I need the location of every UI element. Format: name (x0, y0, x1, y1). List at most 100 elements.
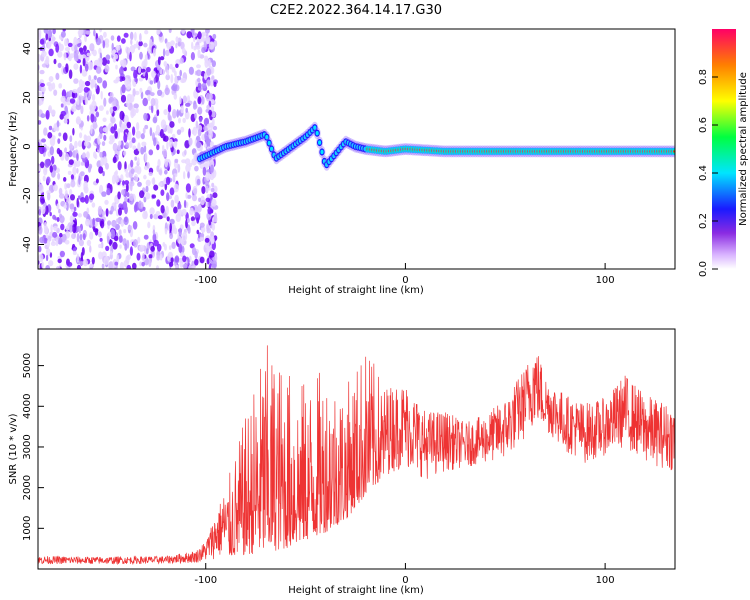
noise-blob (84, 140, 89, 147)
noise-blob (208, 130, 213, 140)
noise-blob (74, 44, 78, 52)
noise-blob (82, 58, 86, 67)
noise-blob (80, 252, 84, 260)
snr-ticks: -100 0 100 1000 2000 3000 4000 5000 (22, 353, 615, 586)
noise-blob (111, 219, 117, 228)
noise-blob (169, 187, 175, 196)
noise-blob (66, 96, 72, 106)
noise-blob (122, 125, 128, 130)
noise-blob (101, 210, 105, 217)
noise-blob (106, 59, 110, 65)
noise-blob (127, 225, 133, 231)
noise-blob (87, 95, 91, 100)
noise-blob (102, 117, 107, 123)
spectrogram-xtick-label: -100 (194, 275, 217, 286)
noise-blob (156, 254, 161, 261)
noise-blob (118, 229, 122, 236)
noise-blob (113, 53, 119, 60)
noise-blob (130, 183, 133, 192)
noise-blob (42, 175, 46, 182)
spectrogram-ticks: -100 0 100 -40 -20 0 20 40 (22, 42, 615, 286)
noise-blob (145, 179, 151, 187)
noise-blob (121, 84, 126, 94)
noise-blob (141, 261, 145, 267)
noise-blob (166, 192, 170, 202)
noise-blob (173, 183, 179, 193)
noise-blob (101, 57, 108, 66)
noise-blob (132, 145, 137, 150)
noise-blob (47, 41, 51, 50)
noise-blob (124, 196, 128, 203)
noise-blob (45, 254, 49, 262)
noise-blob (180, 41, 185, 50)
noise-blob (142, 127, 146, 134)
noise-blob (57, 138, 61, 145)
noise-blob (109, 92, 114, 99)
noise-blob (110, 205, 115, 213)
noise-blob (72, 211, 78, 217)
noise-blob (148, 260, 152, 268)
noise-blob (69, 215, 74, 223)
noise-blob (211, 182, 215, 188)
snr-ytick-label: 5000 (22, 353, 33, 378)
noise-blob (85, 30, 91, 35)
noise-blob (99, 29, 103, 33)
noise-blob (145, 185, 149, 193)
noise-blob (199, 236, 204, 242)
noise-blob (56, 120, 60, 128)
noise-blob (83, 174, 89, 184)
noise-blob (129, 246, 133, 256)
noise-blob (145, 192, 151, 200)
noise-blob (92, 120, 98, 130)
noise-blob (178, 227, 182, 237)
noise-blob (143, 42, 148, 48)
noise-blob (122, 201, 128, 210)
noise-blob (73, 52, 79, 62)
noise-blob (199, 222, 205, 228)
noise-blob (104, 64, 110, 73)
noise-blob (38, 177, 41, 186)
noise-blob (65, 225, 70, 231)
noise-blob (55, 238, 59, 247)
noise-blob (39, 236, 45, 244)
noise-blob (188, 137, 193, 146)
noise-blob (146, 66, 151, 73)
noise-blob (139, 51, 143, 60)
noise-blob (177, 41, 181, 47)
noise-blob (129, 44, 135, 54)
noise-blob (187, 171, 190, 179)
noise-blob (95, 66, 102, 74)
noise-blob (56, 217, 60, 222)
noise-blob (151, 104, 154, 114)
noise-blob (132, 106, 135, 116)
noise-blob (66, 261, 73, 267)
noise-blob (202, 166, 207, 176)
snr-ylabel: SNR (10 * v/v) (8, 413, 19, 484)
spectrogram-xtick-label: 0 (402, 275, 408, 286)
noise-blob (205, 197, 211, 202)
noise-blob (38, 209, 42, 216)
noise-blob (78, 227, 82, 234)
colorbar-label: Normalized spectral amplitude (738, 72, 749, 226)
noise-blob (69, 189, 73, 196)
noise-blob (71, 223, 77, 234)
noise-blob (39, 161, 45, 169)
snr-panel: -100 0 100 1000 2000 3000 4000 5000 Height of s… (8, 328, 676, 596)
noise-blob (143, 196, 147, 203)
noise-blob (38, 253, 44, 263)
noise-blob (85, 218, 91, 227)
noise-blob (166, 69, 170, 76)
noise-blob (182, 231, 188, 242)
noise-blob (105, 208, 109, 217)
noise-blob (213, 81, 217, 88)
noise-blob (68, 159, 74, 166)
noise-blob (211, 110, 216, 118)
noise-blob (149, 213, 153, 220)
noise-blob (139, 87, 143, 94)
noise-blob (159, 56, 165, 61)
noise-blob (134, 90, 140, 96)
noise-blob (148, 149, 154, 156)
noise-blob (78, 239, 84, 247)
noise-blob (205, 29, 210, 34)
noise-blob (124, 243, 128, 251)
